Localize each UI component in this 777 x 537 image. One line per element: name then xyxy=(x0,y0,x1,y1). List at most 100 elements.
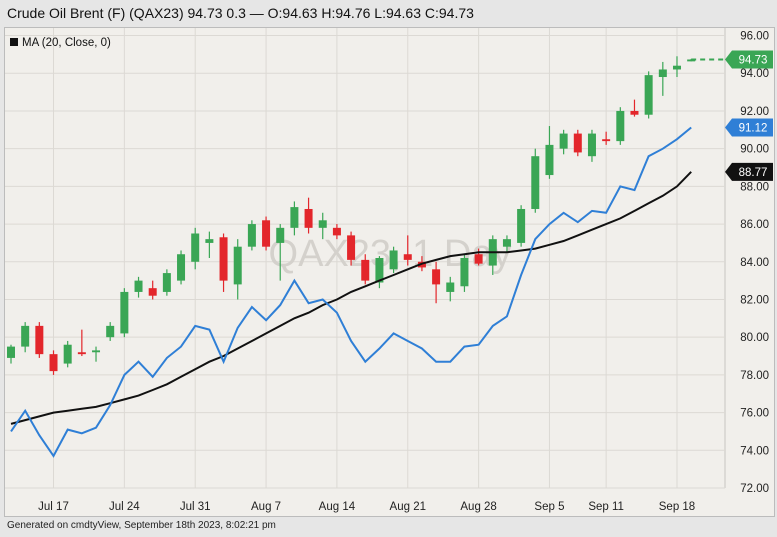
y-tick-label: 72.00 xyxy=(740,483,769,495)
candle xyxy=(672,56,681,78)
candle-body xyxy=(233,246,242,285)
y-tick-label: 82.00 xyxy=(740,294,769,306)
candle-body xyxy=(545,144,554,176)
candle xyxy=(531,148,540,213)
candle-body xyxy=(162,273,171,292)
candle-body xyxy=(134,280,143,292)
candle xyxy=(148,280,157,300)
candle xyxy=(7,344,15,364)
candle-body xyxy=(304,208,313,228)
legend: MA (20, Close, 0) xyxy=(10,37,111,49)
candle-body xyxy=(177,254,186,281)
x-tick-label: Sep 18 xyxy=(659,501,695,513)
candle-body xyxy=(616,110,625,142)
candle-body xyxy=(389,250,398,270)
candle-body xyxy=(262,220,271,247)
candle xyxy=(347,231,356,266)
candle xyxy=(134,276,143,298)
candle-body xyxy=(517,208,526,243)
candle xyxy=(517,205,526,247)
candle-body xyxy=(474,254,483,264)
candle xyxy=(502,235,511,253)
candle xyxy=(233,239,242,300)
candle-body xyxy=(446,282,455,292)
candle xyxy=(630,99,639,117)
candle xyxy=(389,246,398,274)
y-tick-label: 84.00 xyxy=(740,257,769,269)
candle-body xyxy=(318,220,327,228)
price-chart[interactable]: QAX23, 1 Day 72.0074.0076.0078.0080.0082… xyxy=(5,28,774,516)
x-tick-label: Aug 14 xyxy=(319,501,356,513)
candle-body xyxy=(460,258,469,287)
candle xyxy=(446,276,455,302)
candle-body xyxy=(630,110,639,115)
candle xyxy=(191,227,200,270)
candle xyxy=(247,220,256,251)
candle-body xyxy=(35,325,44,355)
candle-body xyxy=(21,325,30,347)
candle-body xyxy=(502,239,511,247)
candles xyxy=(7,56,725,375)
candle xyxy=(106,322,115,341)
candle-body xyxy=(49,354,58,372)
candle xyxy=(460,254,469,292)
candle xyxy=(162,269,171,296)
candle-body xyxy=(658,69,667,78)
candle xyxy=(403,235,412,266)
candle xyxy=(262,216,271,251)
x-tick-label: Sep 5 xyxy=(534,501,564,513)
candle xyxy=(318,212,327,240)
legend-label: MA (20, Close, 0) xyxy=(22,37,111,49)
candle xyxy=(573,129,582,157)
ma-badge-label: 88.77 xyxy=(739,167,768,179)
candle xyxy=(49,350,58,375)
candle xyxy=(361,254,370,285)
candle-body xyxy=(403,254,412,260)
y-tick-label: 90.00 xyxy=(740,144,769,156)
x-tick-label: Aug 21 xyxy=(390,501,426,513)
compare-line xyxy=(10,126,692,458)
candle xyxy=(559,129,568,155)
candle-body xyxy=(602,139,611,142)
candle xyxy=(290,201,299,236)
legend-swatch xyxy=(10,38,18,46)
candle-body xyxy=(559,133,568,149)
candle xyxy=(205,231,214,258)
chart-frame[interactable]: QAX23, 1 Day 72.00 74.00 76.00 78.00 80.00 82… xyxy=(4,27,775,517)
y-tick-label: 88.00 xyxy=(740,181,769,193)
candle-body xyxy=(587,133,596,157)
candle-body xyxy=(347,235,356,260)
candle xyxy=(432,261,441,304)
candle-body xyxy=(290,207,299,228)
candle-body xyxy=(219,237,228,281)
candle-body xyxy=(148,288,157,296)
candle xyxy=(219,233,228,292)
candle-body xyxy=(92,350,101,353)
candle-body xyxy=(7,346,15,358)
compare-badge-label: 91.12 xyxy=(739,123,768,135)
candle xyxy=(92,346,101,362)
ma-badge: 88.77 xyxy=(725,162,773,181)
candle xyxy=(304,197,313,234)
y-tick-label: 96.00 xyxy=(740,31,769,43)
candle xyxy=(332,224,341,240)
candle-body xyxy=(332,227,341,236)
y-tick-label: 86.00 xyxy=(740,219,769,231)
candle-body xyxy=(432,269,441,285)
candle-body xyxy=(205,239,214,243)
y-tick-label: 80.00 xyxy=(740,332,769,344)
last-price-badge: 94.73 xyxy=(725,50,773,69)
ma-line xyxy=(10,171,692,425)
last-price-badge-shape xyxy=(725,50,773,69)
y-axis: 72.00 74.00 76.00 78.00 80.00 82.00 84.00 86.00… xyxy=(740,31,769,495)
candle-body xyxy=(531,156,540,209)
x-tick-label: Aug 28 xyxy=(460,501,496,513)
candle xyxy=(63,340,72,368)
candle xyxy=(77,329,86,357)
candle-body xyxy=(672,65,681,70)
x-axis: Jul 17 Jul 24 Jul 31 Aug 7 Aug 14 Aug 21 Aug 2… xyxy=(38,501,695,513)
candle-body xyxy=(120,291,129,334)
candle xyxy=(616,107,625,145)
compare-badge: 91.12 xyxy=(725,118,773,137)
ma-badge-shape xyxy=(725,162,773,181)
